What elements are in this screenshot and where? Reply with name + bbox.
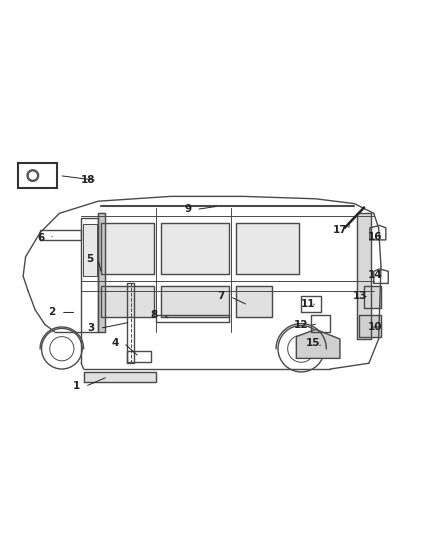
Text: 11: 11	[301, 299, 316, 309]
Text: 13: 13	[353, 292, 367, 302]
Text: 15: 15	[306, 338, 321, 348]
Text: 9: 9	[184, 205, 191, 214]
Polygon shape	[359, 315, 381, 337]
Text: 16: 16	[367, 231, 382, 241]
Polygon shape	[297, 329, 340, 358]
Polygon shape	[101, 223, 154, 274]
Text: 10: 10	[367, 322, 382, 332]
Circle shape	[27, 170, 39, 181]
Polygon shape	[236, 223, 299, 274]
Text: 8: 8	[150, 310, 157, 320]
Polygon shape	[101, 286, 154, 317]
Polygon shape	[83, 224, 97, 276]
Text: 1: 1	[73, 382, 80, 391]
Polygon shape	[364, 286, 381, 308]
Text: 14: 14	[367, 270, 382, 280]
Polygon shape	[161, 223, 229, 274]
Circle shape	[29, 172, 36, 179]
Text: 12: 12	[294, 320, 308, 330]
Polygon shape	[357, 213, 371, 339]
Text: 5: 5	[86, 254, 93, 264]
Text: 3: 3	[87, 324, 95, 334]
Polygon shape	[236, 286, 272, 317]
Polygon shape	[84, 372, 156, 382]
Text: 6: 6	[37, 233, 45, 244]
FancyBboxPatch shape	[18, 163, 57, 188]
Polygon shape	[161, 286, 229, 317]
Text: 4: 4	[111, 338, 119, 348]
Polygon shape	[98, 213, 106, 332]
Text: 18: 18	[81, 175, 95, 185]
Text: 17: 17	[332, 225, 347, 235]
Text: 7: 7	[218, 292, 225, 302]
Text: 2: 2	[49, 308, 56, 318]
